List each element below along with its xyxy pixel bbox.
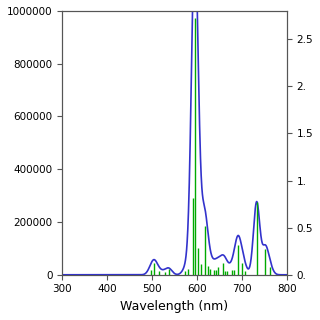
X-axis label: Wavelength (nm): Wavelength (nm) bbox=[120, 300, 228, 313]
